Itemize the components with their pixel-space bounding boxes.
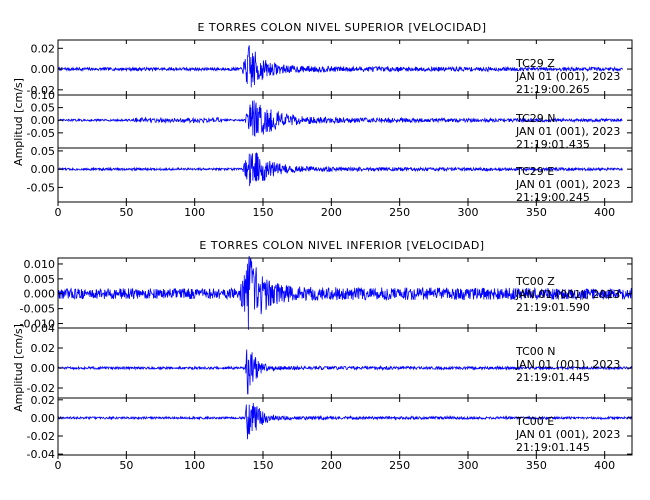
x-tick-label: 0 xyxy=(55,206,62,219)
waveform-trace xyxy=(57,349,633,395)
y-tick-label: 0.05 xyxy=(31,145,56,158)
y-tick-label: 0.10 xyxy=(31,89,56,102)
date-label: JAN 01 (001), 2023 xyxy=(515,428,620,441)
y-tick-label: -0.02 xyxy=(27,84,55,97)
y-tick-label: -0.010 xyxy=(20,318,55,331)
x-tick-label: 250 xyxy=(389,206,410,219)
date-label: JAN 01 (001), 2023 xyxy=(515,70,620,83)
y-tick-label: -0.04 xyxy=(27,448,55,461)
waveform-trace xyxy=(57,100,623,137)
time-label: 21:19:00.245 xyxy=(516,191,590,204)
y-tick-label: -0.005 xyxy=(20,303,55,316)
x-tick-label: 300 xyxy=(458,459,479,472)
waveform-trace xyxy=(57,255,633,330)
y-tick-label: 0.000 xyxy=(24,288,56,301)
time-label: 21:19:01.590 xyxy=(516,301,590,314)
station-label: TC29 E xyxy=(515,165,554,178)
waveform-trace xyxy=(57,152,623,187)
x-tick-label: 100 xyxy=(184,459,205,472)
y-tick-label: 0.00 xyxy=(31,114,56,127)
y-tick-label: 0.02 xyxy=(31,394,56,407)
y-tick-label: 0.00 xyxy=(31,63,56,76)
y-tick-label: 0.005 xyxy=(24,273,56,286)
x-tick-label: 400 xyxy=(594,206,615,219)
x-tick-label: 400 xyxy=(594,459,615,472)
x-tick-label: 0 xyxy=(55,459,62,472)
y-tick-label: 0.05 xyxy=(31,102,56,115)
time-label: 21:19:01.435 xyxy=(516,138,590,151)
y-axis-label: Amplitud [cm/s] xyxy=(12,78,25,166)
time-label: 21:19:00.265 xyxy=(516,83,590,96)
station-label: TC29 N xyxy=(515,112,555,125)
x-tick-label: 300 xyxy=(458,206,479,219)
date-label: JAN 01 (001), 2023 xyxy=(515,125,620,138)
waveform-trace xyxy=(57,45,623,88)
y-axis-label: Amplitud [cm/s] xyxy=(12,324,25,412)
station-label: TC00 Z xyxy=(515,275,555,288)
y-tick-label: 0.00 xyxy=(31,362,56,375)
panel-frame xyxy=(57,147,633,203)
date-label: JAN 01 (001), 2023 xyxy=(515,178,620,191)
x-tick-label: 200 xyxy=(321,459,342,472)
y-tick-label: 0.00 xyxy=(31,163,56,176)
y-tick-label: 0.00 xyxy=(31,412,56,425)
y-tick-label: -0.02 xyxy=(27,430,55,443)
x-tick-label: 50 xyxy=(119,459,133,472)
waveform-trace xyxy=(57,403,633,440)
y-tick-label: -0.05 xyxy=(27,181,55,194)
date-label: JAN 01 (001), 2023 xyxy=(515,288,620,301)
x-tick-label: 350 xyxy=(526,206,547,219)
x-tick-label: 150 xyxy=(253,459,274,472)
y-tick-label: 0.04 xyxy=(31,322,56,335)
x-tick-label: 50 xyxy=(119,206,133,219)
chart-title: E TORRES COLON NIVEL SUPERIOR [VELOCIDAD… xyxy=(197,21,486,34)
x-tick-label: 350 xyxy=(526,459,547,472)
station-label: TC00 E xyxy=(515,415,554,428)
date-label: JAN 01 (001), 2023 xyxy=(515,358,620,371)
chart-superior: E TORRES COLON NIVEL SUPERIOR [VELOCIDAD… xyxy=(12,21,633,219)
y-tick-label: 0.02 xyxy=(31,42,56,55)
y-tick-label: -0.02 xyxy=(27,382,55,395)
y-tick-label: 0.010 xyxy=(24,258,56,271)
time-label: 21:19:01.145 xyxy=(516,441,590,454)
x-tick-label: 250 xyxy=(389,459,410,472)
panel-frame xyxy=(57,397,633,456)
x-tick-label: 150 xyxy=(253,206,274,219)
y-tick-label: 0.02 xyxy=(31,342,56,355)
x-tick-label: 100 xyxy=(184,206,205,219)
station-label: TC29 Z xyxy=(515,57,555,70)
chart-inferior: E TORRES COLON NIVEL INFERIOR [VELOCIDAD… xyxy=(12,239,633,472)
station-label: TC00 N xyxy=(515,345,555,358)
time-label: 21:19:01.445 xyxy=(516,371,590,384)
y-tick-label: -0.05 xyxy=(27,127,55,140)
chart-title: E TORRES COLON NIVEL INFERIOR [VELOCIDAD… xyxy=(199,239,484,252)
x-tick-label: 200 xyxy=(321,206,342,219)
